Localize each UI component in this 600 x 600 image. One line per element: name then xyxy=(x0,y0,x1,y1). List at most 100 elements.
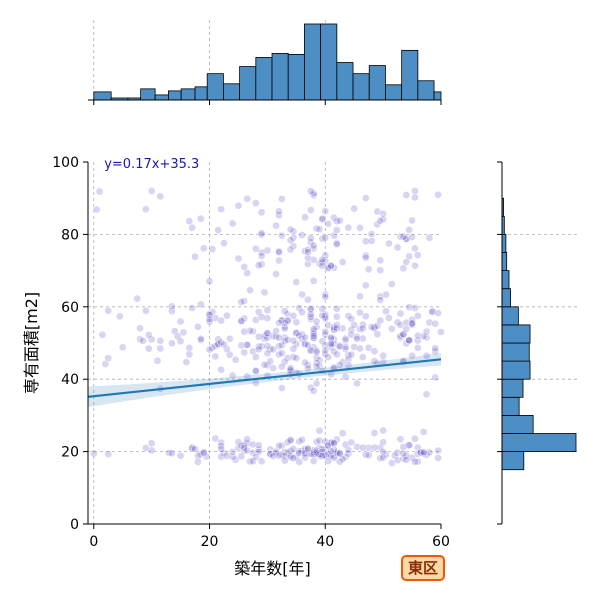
right-histogram xyxy=(497,161,578,525)
scatter-point xyxy=(211,434,220,443)
scatter-point xyxy=(260,360,269,369)
scatter-point xyxy=(165,449,173,457)
scatter-point xyxy=(306,310,315,319)
scatter-point xyxy=(419,448,428,457)
scatter-point xyxy=(344,351,353,360)
scatter-point xyxy=(353,334,361,343)
scatter-point xyxy=(396,232,405,241)
scatter-point xyxy=(118,343,127,352)
scatter-point xyxy=(411,244,419,253)
scatter-point xyxy=(414,457,422,466)
right-hist-bar xyxy=(501,451,525,471)
scatter-point xyxy=(231,455,240,464)
scatter-point xyxy=(309,329,318,338)
scatter-point xyxy=(228,448,237,456)
scatter-point xyxy=(425,448,434,457)
scatter-point xyxy=(266,357,275,366)
scatter-point xyxy=(393,318,402,327)
scatter-point xyxy=(196,214,205,223)
scatter-point xyxy=(269,364,278,373)
scatter-point xyxy=(353,443,361,451)
x-tick-label: 40 xyxy=(316,534,334,550)
scatter-point xyxy=(338,324,347,333)
scatter-point xyxy=(272,270,280,278)
scatter-point xyxy=(370,429,379,437)
scatter-point xyxy=(289,454,298,463)
scatter-point xyxy=(223,311,231,320)
scatter-point xyxy=(376,266,385,275)
scatter-point xyxy=(321,314,330,323)
scatter-point xyxy=(304,364,312,373)
scatter-point xyxy=(115,312,124,321)
scatter-point xyxy=(396,321,405,329)
scatter-point xyxy=(223,345,231,354)
scatter-point xyxy=(211,352,220,361)
scatter-point xyxy=(379,426,387,435)
scatter-point xyxy=(283,310,292,319)
scatter-point xyxy=(309,191,318,200)
x-tick-label: 0 xyxy=(89,534,98,550)
scatter-point xyxy=(405,252,414,261)
top-hist-bar xyxy=(239,66,257,101)
scatter-point xyxy=(332,217,341,226)
scatter-point xyxy=(196,335,205,343)
scatter-point xyxy=(324,321,333,329)
right-hist-bar xyxy=(501,414,534,434)
scatter-point xyxy=(335,361,344,369)
scatter-point xyxy=(289,445,298,453)
scatter-point xyxy=(353,333,361,341)
top-hist-bar xyxy=(385,84,403,101)
scatter-point xyxy=(286,225,295,234)
scatter-point xyxy=(332,240,341,249)
scatter-point xyxy=(249,327,257,336)
scatter-point xyxy=(309,255,318,264)
scatter-point xyxy=(376,454,385,463)
scatter-point xyxy=(318,234,327,243)
scatter-point xyxy=(402,258,411,266)
scatter-point xyxy=(147,439,156,448)
scatter-point xyxy=(298,308,306,317)
scatter-point xyxy=(414,251,422,259)
scatter-point xyxy=(425,234,434,242)
scatter-point xyxy=(304,253,312,262)
scatter-point xyxy=(286,364,295,373)
scatter-point xyxy=(361,194,370,202)
scatter-point xyxy=(350,321,359,329)
scatter-point xyxy=(214,226,223,235)
scatter-point xyxy=(275,451,283,460)
scatter-point xyxy=(321,251,330,260)
scatter-point xyxy=(249,457,257,466)
scatter-point xyxy=(275,333,283,342)
confidence-band xyxy=(88,353,441,408)
scatter-point xyxy=(376,296,385,304)
scatter-point xyxy=(98,330,107,339)
scatter-point xyxy=(309,450,318,459)
scatter-point xyxy=(306,313,315,321)
scatter-point xyxy=(156,344,165,353)
scatter-point xyxy=(364,451,373,460)
scatter-point xyxy=(341,440,350,449)
scatter-point xyxy=(306,238,315,247)
top-hist-bar xyxy=(194,86,208,101)
scatter-point xyxy=(405,441,414,450)
scatter-point xyxy=(179,328,188,337)
scatter-point xyxy=(168,339,176,348)
scatter-point xyxy=(370,443,379,452)
scatter-point xyxy=(405,226,414,234)
scatter-point xyxy=(382,290,390,299)
scatter-point xyxy=(191,445,199,453)
scatter-point xyxy=(266,445,275,454)
scatter-point xyxy=(321,327,330,336)
scatter-point xyxy=(359,353,367,361)
scatter-point xyxy=(234,201,243,210)
scatter-point xyxy=(283,316,292,325)
top-hist-bar xyxy=(168,90,182,101)
scatter-point xyxy=(237,452,246,461)
scatter-point xyxy=(312,362,321,371)
scatter-point xyxy=(228,452,237,461)
scatter-point xyxy=(156,192,165,201)
scatter-point xyxy=(269,345,278,354)
scatter-point xyxy=(275,319,283,327)
y-axis-label: 専有面積[m2] xyxy=(22,292,41,394)
scatter-point xyxy=(278,231,286,240)
